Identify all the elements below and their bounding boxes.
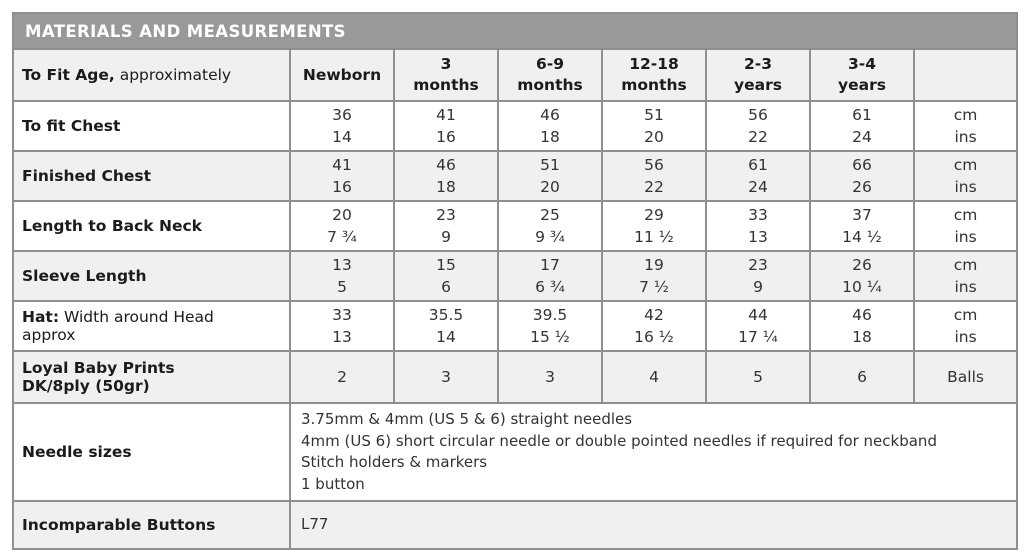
cell-value: 44 17 ¼	[705, 300, 811, 352]
row-label: Hat: Width around Head approx	[12, 300, 291, 352]
cell-value: 42 16 ½	[601, 300, 707, 352]
cell-value: 51 20	[601, 100, 707, 152]
cell-value: 23 9	[393, 200, 499, 252]
cell-value: 2	[289, 350, 395, 404]
row-needle-sizes: Needle sizes 3.75mm & 4mm (US 5 & 6) str…	[12, 402, 1019, 502]
cell-value: 37 14 ½	[809, 200, 915, 252]
row-hat-width: Hat: Width around Head approx 33 13 35.5 1…	[12, 300, 1019, 352]
row-finished-chest: Finished Chest 41 16 46 18 51 20 56 22 61 24 …	[12, 150, 1019, 202]
cell-value: 3	[393, 350, 499, 404]
cell-value: 13 5	[289, 250, 395, 302]
row-yarn-balls: Loyal Baby Prints DK/8ply (50gr) 2 3 3 4…	[12, 350, 1019, 404]
row-incomparable-buttons: Incomparable Buttons L77	[12, 500, 1019, 550]
row-label: To fit Chest	[12, 100, 291, 152]
needle-line: Stitch holders & markers	[301, 453, 488, 471]
cell-value: 35.5 14	[393, 300, 499, 352]
cell-value: 66 26	[809, 150, 915, 202]
row-label: Incomparable Buttons	[12, 500, 291, 550]
cell-value: 41 16	[393, 100, 499, 152]
cell-units: cm ins	[912, 200, 1019, 252]
cell-value: 56 22	[601, 150, 707, 202]
row-age-header: To Fit Age, approximately Newborn 3 mont…	[12, 48, 1019, 102]
needle-line: 4mm (US 6) short circular needle or doub…	[301, 431, 937, 450]
cell-value: 29 11 ½	[601, 200, 707, 252]
row-sleeve-length: Sleeve Length 13 5 15 6 17 6 ¾ 19 7 ½ 23 9 26…	[12, 250, 1019, 302]
age-header-label: To Fit Age, approximately	[12, 48, 291, 102]
cell-value: 61 24	[809, 100, 915, 152]
cell-value: 51 20	[497, 150, 603, 202]
col-header-6-9-months: 6-9 months	[497, 48, 603, 102]
cell-value: 20 7 ¾	[289, 200, 395, 252]
buttons-code: L77	[288, 500, 1019, 550]
cell-value: 56 22	[705, 100, 811, 152]
row-label: Length to Back Neck	[12, 200, 291, 252]
cell-value: 33 13	[289, 300, 395, 352]
col-header-units	[912, 48, 1019, 102]
cell-units: cm ins	[912, 100, 1019, 152]
cell-value: 61 24	[705, 150, 811, 202]
cell-value: 19 7 ½	[601, 250, 707, 302]
cell-value: 15 6	[393, 250, 499, 302]
cell-value: 36 14	[289, 100, 395, 152]
row-label: Finished Chest	[12, 150, 291, 202]
cell-value: 46 18	[809, 300, 915, 352]
col-header-3-4-years: 3-4 years	[809, 48, 915, 102]
age-header-label-regular: approximately	[119, 66, 232, 84]
cell-value: 5	[705, 350, 811, 404]
cell-units: cm ins	[912, 150, 1019, 202]
cell-value: 23 9	[705, 250, 811, 302]
cell-value: 25 9 ¾	[497, 200, 603, 252]
cell-value: 46 18	[393, 150, 499, 202]
row-length-to-back-neck: Length to Back Neck 20 7 ¾ 23 9 25 9 ¾ 29 11…	[12, 200, 1019, 252]
cell-value: 46 18	[497, 100, 603, 152]
col-header-newborn: Newborn	[289, 48, 395, 102]
cell-value: 33 13	[705, 200, 811, 252]
title-bar: MATERIALS AND MEASUREMENTS	[11, 12, 1019, 50]
col-header-2-3-years: 2-3 years	[705, 48, 811, 102]
cell-value: 39.5 15 ½	[497, 300, 603, 352]
cell-value: 3	[497, 350, 603, 404]
needle-line: 1 button	[301, 474, 365, 493]
cell-value: 17 6 ¾	[497, 250, 603, 302]
col-header-12-18-months: 12-18 months	[601, 48, 707, 102]
needle-line: 3.75mm & 4mm (US 5 & 6) straight needles	[301, 410, 633, 428]
title-row: MATERIALS AND MEASUREMENTS	[11, 12, 1019, 50]
cell-units: cm ins	[912, 250, 1019, 302]
row-to-fit-chest: To fit Chest 36 14 41 16 46 18 51 20 56 22 61…	[12, 100, 1019, 152]
cell-value: 41 16	[289, 150, 395, 202]
needle-sizes-text: 3.75mm & 4mm (US 5 & 6) straight needles…	[288, 402, 1019, 502]
cell-units: Balls	[912, 350, 1019, 404]
col-header-3-months: 3 months	[393, 48, 499, 102]
row-label: Sleeve Length	[12, 250, 291, 302]
age-header-label-bold: To Fit Age,	[22, 66, 115, 84]
materials-table: MATERIALS AND MEASUREMENTS To Fit Age, a…	[11, 12, 1019, 550]
cell-value: 26 10 ¼	[809, 250, 915, 302]
cell-value: 6	[809, 350, 915, 404]
cell-units: cm ins	[912, 300, 1019, 352]
row-label: Loyal Baby Prints DK/8ply (50gr)	[12, 350, 291, 404]
row-label: Needle sizes	[12, 402, 291, 502]
cell-value: 4	[601, 350, 707, 404]
